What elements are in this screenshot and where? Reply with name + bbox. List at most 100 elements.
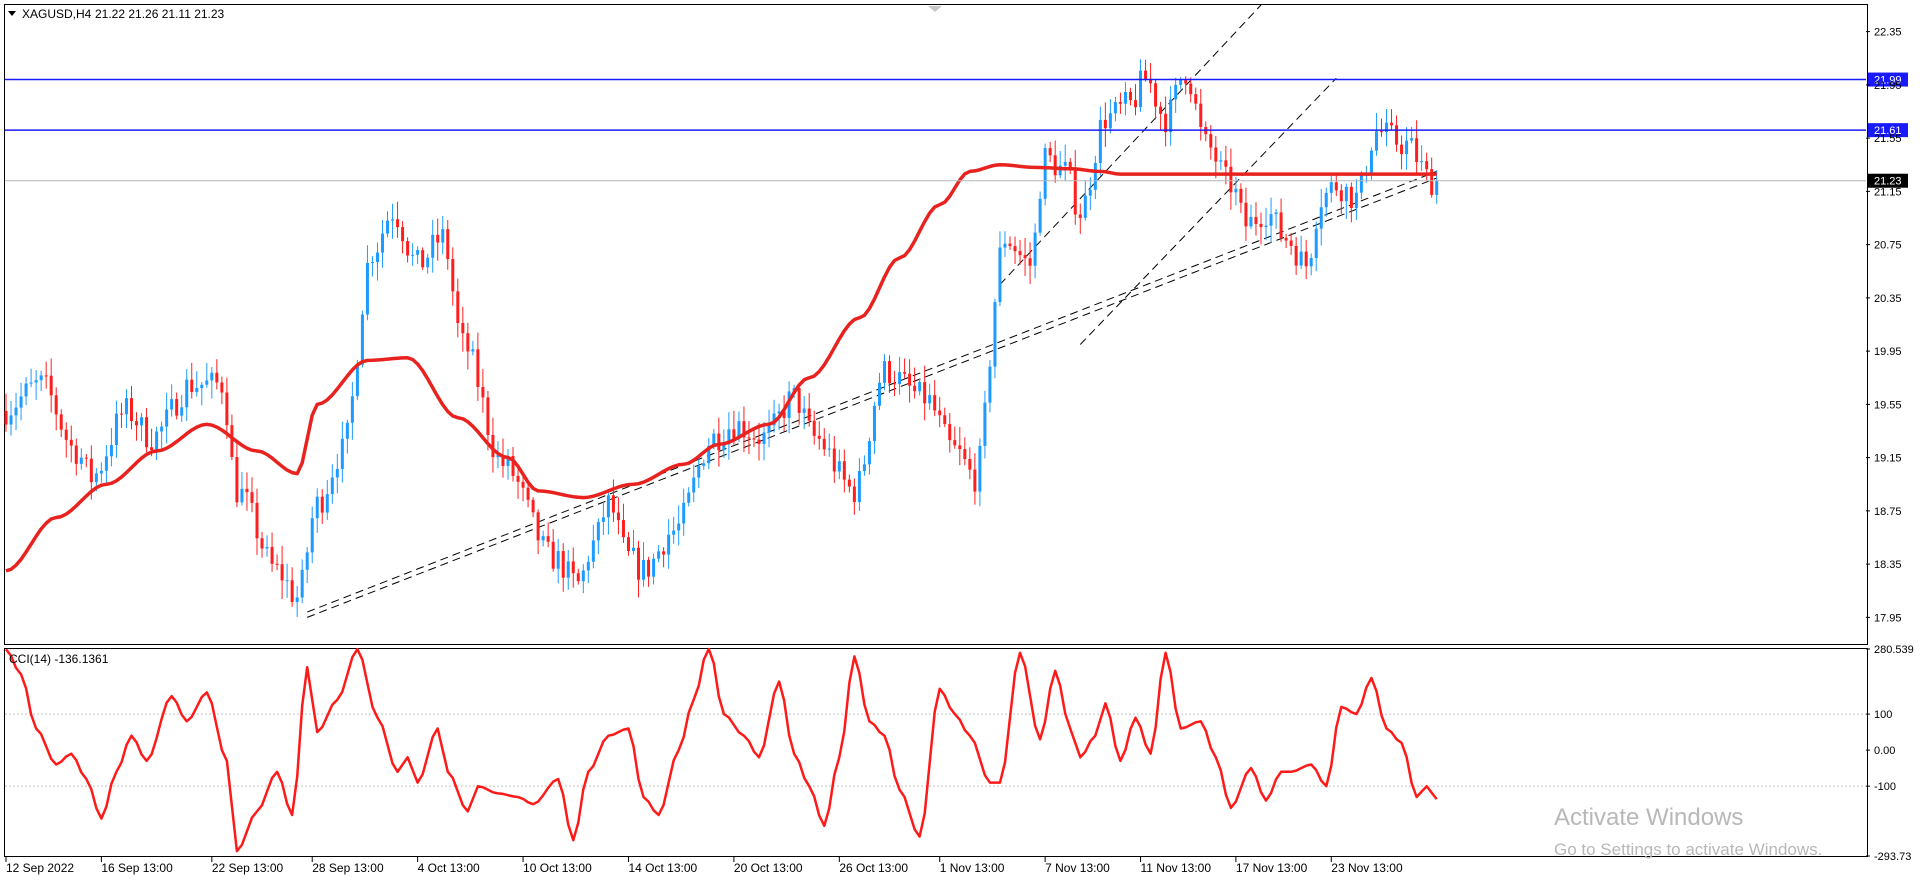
candle <box>1339 184 1343 214</box>
cci-tick-label: 100 <box>1874 709 1892 721</box>
cci-axis[interactable]: 280.539 100 0.00 -100 -293.73 <box>1866 644 1914 863</box>
candle <box>787 381 791 434</box>
candle <box>145 408 149 453</box>
candle <box>596 518 600 555</box>
candle <box>621 503 625 543</box>
candle <box>44 361 48 389</box>
candle <box>757 422 761 461</box>
candle <box>682 488 686 536</box>
cci-line[interactable] <box>5 647 1438 853</box>
moving-average-line[interactable] <box>5 162 1437 573</box>
candle <box>556 538 560 584</box>
candle <box>155 426 159 460</box>
candle <box>857 458 861 511</box>
candle <box>59 409 63 438</box>
candle <box>79 448 83 470</box>
time-tick-label: 17 Nov 13:00 <box>1236 861 1308 875</box>
cci-panel[interactable] <box>4 648 1868 857</box>
main-panel[interactable] <box>4 4 1868 645</box>
candle <box>1244 187 1248 241</box>
candle <box>1043 143 1047 206</box>
chevron-down-icon[interactable] <box>8 11 16 16</box>
candle <box>546 522 550 548</box>
candle <box>1108 99 1112 134</box>
candle <box>165 392 169 444</box>
candle <box>1159 101 1163 130</box>
candle <box>1259 212 1263 245</box>
candle <box>893 370 897 396</box>
chart-shift-marker[interactable] <box>928 6 942 12</box>
candle <box>948 413 952 453</box>
candle <box>943 407 947 428</box>
candle <box>797 385 801 425</box>
candle <box>662 547 666 568</box>
time-axis[interactable]: 12 Sep 2022 16 Sep 13:00 22 Sep 13:00 28 Se… <box>5 857 1403 875</box>
candle <box>672 516 676 544</box>
candle <box>1073 150 1077 225</box>
candle <box>702 459 706 470</box>
price-tick-label: 18.35 <box>1874 559 1902 571</box>
cci-tick-label: 0.00 <box>1874 745 1895 757</box>
candle <box>1309 253 1313 276</box>
trendline-2[interactable] <box>307 170 1437 613</box>
candle <box>411 243 415 266</box>
candle <box>883 354 886 391</box>
candle <box>687 487 691 507</box>
candle <box>717 417 721 467</box>
cci-header: CCI(14) -136.1361 <box>9 652 109 666</box>
candle <box>370 256 374 277</box>
candle <box>1390 108 1394 131</box>
candle <box>1033 223 1037 279</box>
candle <box>245 472 249 511</box>
trendline-1[interactable] <box>307 177 1437 618</box>
candle <box>782 395 786 432</box>
candle <box>235 439 239 508</box>
price-tick-label: 21.95 <box>1874 80 1902 92</box>
candle <box>160 421 164 449</box>
candle <box>1098 106 1102 176</box>
candle <box>446 219 450 270</box>
candle <box>421 247 425 271</box>
candle <box>983 390 987 459</box>
candle <box>973 453 977 505</box>
candle <box>119 402 123 428</box>
candle <box>406 237 410 263</box>
candle <box>255 488 259 555</box>
candle <box>401 221 405 254</box>
candle <box>807 392 811 427</box>
candle <box>1134 84 1137 116</box>
candle <box>1083 180 1087 221</box>
candle <box>1003 231 1007 257</box>
price-tick-label: 19.55 <box>1874 399 1902 411</box>
candle <box>49 358 53 413</box>
candle <box>827 433 831 457</box>
trendline-4[interactable] <box>1079 77 1337 345</box>
candle <box>993 298 997 379</box>
candle <box>1430 157 1434 198</box>
candle <box>456 278 460 338</box>
time-tick-label: 28 Sep 13:00 <box>312 861 384 875</box>
trendline-3[interactable] <box>999 4 1262 285</box>
candle <box>566 549 570 590</box>
candle <box>1405 127 1409 170</box>
price-axis[interactable]: 22.35 21.95 21.55 21.15 20.75 20.35 19.95 19.55… <box>1866 27 1902 625</box>
candle <box>933 380 937 417</box>
candle <box>476 332 480 401</box>
candle <box>1264 207 1268 241</box>
candle <box>1294 236 1298 275</box>
candle <box>1048 141 1052 163</box>
candle <box>240 471 244 506</box>
candle <box>310 506 314 564</box>
candle <box>1149 63 1153 93</box>
candle <box>1304 239 1308 280</box>
candle <box>1319 189 1323 246</box>
candle <box>918 378 922 396</box>
candle <box>290 567 294 607</box>
candle <box>817 421 821 450</box>
candle <box>29 368 33 388</box>
candle <box>601 501 605 536</box>
candle <box>360 310 364 368</box>
candle <box>170 384 174 417</box>
